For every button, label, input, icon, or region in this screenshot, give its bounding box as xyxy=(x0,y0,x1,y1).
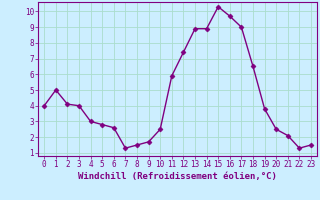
X-axis label: Windchill (Refroidissement éolien,°C): Windchill (Refroidissement éolien,°C) xyxy=(78,172,277,181)
